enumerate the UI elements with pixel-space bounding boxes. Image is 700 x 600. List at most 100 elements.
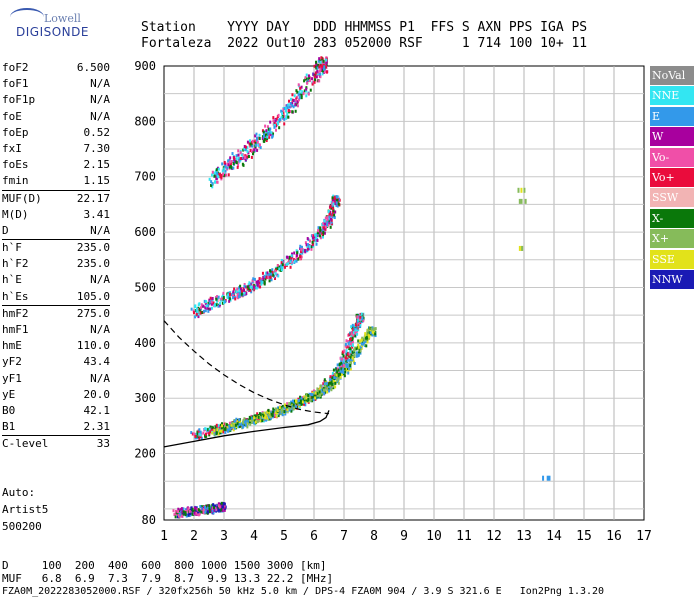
echo-point (254, 286, 257, 290)
echo-point (202, 505, 205, 509)
echo-point (296, 100, 299, 104)
grid-lines (164, 66, 644, 520)
echo-point (313, 390, 316, 394)
echo-point (182, 510, 185, 514)
echo-point (256, 412, 259, 416)
echo-point (264, 277, 267, 281)
echo-point (256, 283, 259, 287)
echo-point (321, 72, 324, 76)
echo-point (233, 158, 236, 162)
echo-point (304, 241, 307, 245)
echo-point (346, 359, 349, 363)
echo-point (242, 419, 245, 423)
x-tick-label: 1 (160, 529, 168, 544)
echo-point (223, 301, 226, 305)
echo-point (308, 79, 311, 83)
echo-point (218, 508, 221, 512)
echo-point (300, 93, 303, 97)
echo-point (329, 225, 332, 229)
echo-point (234, 159, 237, 163)
legend-item-e: E (650, 106, 694, 126)
echo-point (179, 508, 182, 512)
echo-point (209, 296, 212, 300)
echo-point (355, 330, 358, 334)
echo-point (217, 167, 220, 171)
echo-point (270, 272, 273, 276)
param-name: yF2 (2, 355, 22, 369)
param-row-foes: foEs 2.15 (2, 157, 110, 173)
param-value: 33 (96, 437, 110, 451)
echo-point (307, 398, 310, 402)
echo-point (358, 348, 361, 352)
echo-point (260, 413, 263, 417)
echo-point (282, 107, 285, 111)
echo-point (172, 509, 175, 513)
echo-point (198, 312, 201, 316)
echo-point (264, 413, 267, 417)
echo-point (265, 139, 268, 143)
echo-point (229, 291, 232, 295)
legend-item-nnw: NNW (650, 269, 694, 289)
echo-point (221, 502, 224, 506)
echo-point (257, 279, 260, 283)
echo-point (258, 412, 261, 416)
echo-point (314, 396, 317, 400)
echo-point (212, 506, 215, 510)
trace-es-echo (517, 187, 527, 251)
echo-point (342, 354, 345, 358)
echo-point (197, 513, 200, 517)
echo-point (249, 282, 252, 286)
echo-point (222, 296, 225, 300)
autoscaling-info: Auto: Artist5 500200 (2, 484, 48, 535)
echo-point (303, 395, 306, 399)
echo-point (213, 508, 216, 512)
echo-point (233, 419, 236, 423)
echo-point (293, 259, 296, 263)
echo-point (357, 339, 360, 343)
echo-point (220, 297, 223, 301)
echo-point (349, 342, 352, 346)
echo-point (315, 75, 318, 79)
echo-point (349, 360, 352, 364)
echo-point (275, 414, 278, 418)
echo-point (323, 219, 326, 223)
echo-point (316, 231, 319, 235)
echo-point (363, 341, 366, 345)
echo-point (308, 245, 311, 249)
echo-point (213, 432, 216, 436)
echo-point (293, 251, 296, 255)
echo-point (208, 177, 211, 181)
echo-point (253, 277, 256, 281)
echo-point (359, 339, 362, 343)
echo-point (330, 200, 333, 204)
echo-point (305, 243, 308, 247)
echo-point (223, 422, 226, 426)
echo-point (288, 408, 291, 412)
echo-point (289, 260, 292, 264)
echo-point (284, 109, 287, 113)
echo-point (219, 175, 222, 179)
echo-point (267, 412, 270, 416)
echo-point (327, 216, 330, 220)
echo-point (322, 231, 325, 235)
echo-point (187, 507, 190, 511)
echo-point (339, 362, 342, 366)
echo-point (246, 146, 249, 150)
echo-point (353, 348, 356, 352)
echo-point (272, 410, 275, 414)
echo-point (229, 156, 232, 160)
echo-point (264, 416, 267, 420)
echo-point (347, 333, 350, 337)
echo-point (217, 175, 220, 179)
echo-point (232, 290, 235, 294)
echo-point (350, 358, 353, 362)
echo-point (202, 508, 205, 512)
param-name: C-level (2, 437, 49, 451)
echo-point (256, 420, 259, 424)
echo-point (204, 302, 207, 306)
echo-point (308, 392, 311, 396)
echo-point (213, 304, 216, 308)
echo-point (315, 62, 318, 66)
echo-point (290, 260, 293, 264)
echo-point (338, 366, 341, 370)
